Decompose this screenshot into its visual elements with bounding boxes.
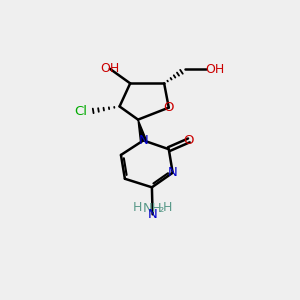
Text: H: H bbox=[163, 201, 172, 214]
Text: ₂: ₂ bbox=[159, 202, 164, 215]
Text: NH: NH bbox=[143, 202, 162, 215]
Text: O: O bbox=[164, 101, 174, 114]
Text: N: N bbox=[139, 134, 148, 147]
Text: OH: OH bbox=[206, 63, 225, 76]
Text: OH: OH bbox=[100, 62, 119, 75]
Text: N: N bbox=[148, 208, 158, 221]
Polygon shape bbox=[138, 120, 146, 141]
Text: N: N bbox=[168, 166, 178, 179]
Text: Cl: Cl bbox=[74, 105, 87, 118]
Text: H: H bbox=[133, 201, 142, 214]
Text: O: O bbox=[184, 134, 194, 147]
